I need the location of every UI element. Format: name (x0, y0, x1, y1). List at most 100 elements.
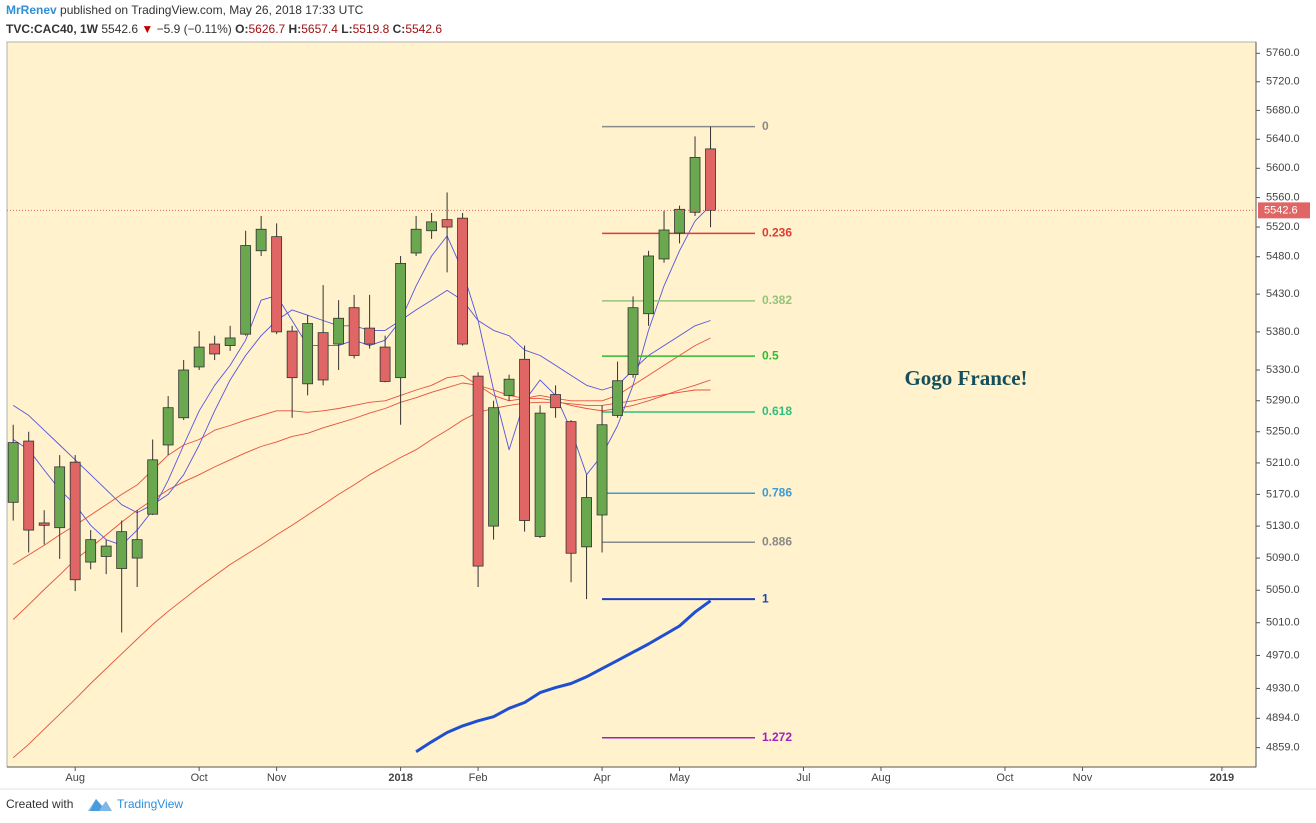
candle-body (658, 229, 670, 260)
ohlc-label: H: (289, 22, 302, 36)
ohlc-label: O: (235, 22, 248, 36)
candle-body (627, 307, 639, 376)
candle-body (534, 412, 546, 537)
fib-label: 0.786 (762, 485, 792, 499)
candle-body (85, 539, 97, 563)
candle-body (674, 208, 685, 234)
candle-body (116, 531, 128, 569)
candle-body (54, 466, 66, 529)
candle-body (317, 332, 329, 381)
candle-body (426, 221, 437, 232)
fib-label: 1.272 (762, 730, 792, 744)
candle-body (472, 375, 484, 567)
plot-area (6, 41, 1257, 768)
symbol: TVC:CAC40, 1W (6, 22, 99, 36)
change: −5.9 (−0.11%) (157, 22, 232, 36)
ohlc-value: 5626.7 (249, 22, 286, 36)
ma-line (415, 599, 712, 754)
y-tick-label: 5430.0 (1266, 288, 1300, 300)
fib-label: 0 (762, 119, 769, 133)
candle-body (596, 424, 608, 516)
y-tick-label: 5010.0 (1266, 617, 1300, 629)
fib-label: 1 (762, 591, 769, 605)
candle-body (503, 378, 515, 396)
y-tick-label: 5640.0 (1266, 133, 1300, 145)
candle-body (612, 380, 623, 416)
candle-body (286, 330, 298, 379)
ohlc-label: L: (341, 22, 352, 36)
published: published on TradingView.com, May 26, 20… (60, 3, 364, 17)
candle-body (441, 219, 453, 228)
y-tick-label: 5210.0 (1266, 457, 1300, 469)
y-tick-label: 5380.0 (1266, 326, 1300, 338)
y-tick-label: 5760.0 (1266, 47, 1300, 59)
candle-body (581, 497, 592, 548)
created-with: Created with (6, 797, 73, 811)
candle-body (379, 346, 391, 382)
candle-body (224, 337, 236, 346)
arrow: ▼ (141, 22, 153, 36)
y-tick-label: 5680.0 (1266, 104, 1300, 116)
candle-body (255, 228, 267, 252)
x-tick-label: Aug (65, 772, 85, 784)
candle-body (410, 228, 422, 254)
last-price-tag (1258, 202, 1310, 219)
candle-body (348, 307, 360, 356)
y-tick-label: 4894.0 (1266, 712, 1300, 724)
candle-body (7, 442, 19, 503)
y-tick-label: 4930.0 (1266, 682, 1300, 694)
x-tick-label: Nov (267, 772, 287, 784)
y-tick-label: 5720.0 (1266, 76, 1300, 88)
candle-body (643, 255, 654, 315)
candle-body (519, 358, 530, 521)
y-tick-label: 5560.0 (1266, 191, 1300, 203)
y-tick-label: 5130.0 (1266, 520, 1300, 532)
fib-label: 0.382 (762, 293, 792, 307)
y-tick-label: 5090.0 (1266, 552, 1300, 564)
candle-body (565, 421, 577, 554)
x-tick-label: Jul (796, 772, 810, 784)
candle-body (457, 217, 468, 345)
y-tick-label: 5330.0 (1266, 364, 1300, 376)
last-price-label: 5542.6 (1264, 204, 1298, 216)
candle-body (23, 440, 35, 531)
candle-body (488, 407, 499, 527)
fib-label: 0.618 (762, 404, 792, 418)
brand[interactable]: TradingView (117, 797, 183, 811)
plot: 5760.0 5720.0 5680.0 5640.0 5600.0 5560.0 5520… (7, 47, 1310, 784)
x-tick-label: Oct (191, 772, 208, 784)
candle-body (162, 407, 174, 446)
candle-body (38, 522, 50, 526)
ohlc-label: C: (393, 22, 406, 36)
candle-body (100, 545, 112, 557)
y-tick-label: 5050.0 (1266, 584, 1300, 596)
candle-body (240, 245, 252, 335)
y-tick-label: 4970.0 (1266, 649, 1300, 661)
candle-body (689, 156, 701, 213)
y-tick-label: 5250.0 (1266, 426, 1300, 438)
candle-body (550, 394, 561, 409)
ohlc-value: 5519.8 (353, 22, 390, 36)
candle-body (364, 327, 376, 345)
x-tick-label: May (669, 772, 690, 784)
ma-line (12, 389, 711, 759)
candle-body (69, 461, 81, 581)
annotation: Gogo France! (904, 366, 1027, 390)
publish-line: MrRenev published on TradingView.com, Ma… (6, 3, 364, 17)
candle-body (333, 317, 345, 345)
candle-body (131, 539, 143, 559)
x-tick-label: Aug (871, 772, 891, 784)
x-tick-label: 2019 (1210, 772, 1234, 784)
last: 5542.6 (101, 22, 138, 36)
ma-line (12, 289, 711, 514)
symbol-line: TVC:CAC40, 1W 5542.6 ▼ −5.9 (−0.11%) O:5… (6, 22, 442, 36)
author[interactable]: MrRenev (6, 3, 57, 17)
y-tick-label: 4859.0 (1266, 742, 1300, 754)
fib-label: 0.5 (762, 348, 779, 362)
y-tick-label: 5600.0 (1266, 162, 1300, 174)
y-tick-label: 5480.0 (1266, 251, 1300, 263)
tradingview-logo (88, 799, 112, 811)
y-tick-label: 5290.0 (1266, 395, 1300, 407)
y-tick-label: 5520.0 (1266, 221, 1300, 233)
